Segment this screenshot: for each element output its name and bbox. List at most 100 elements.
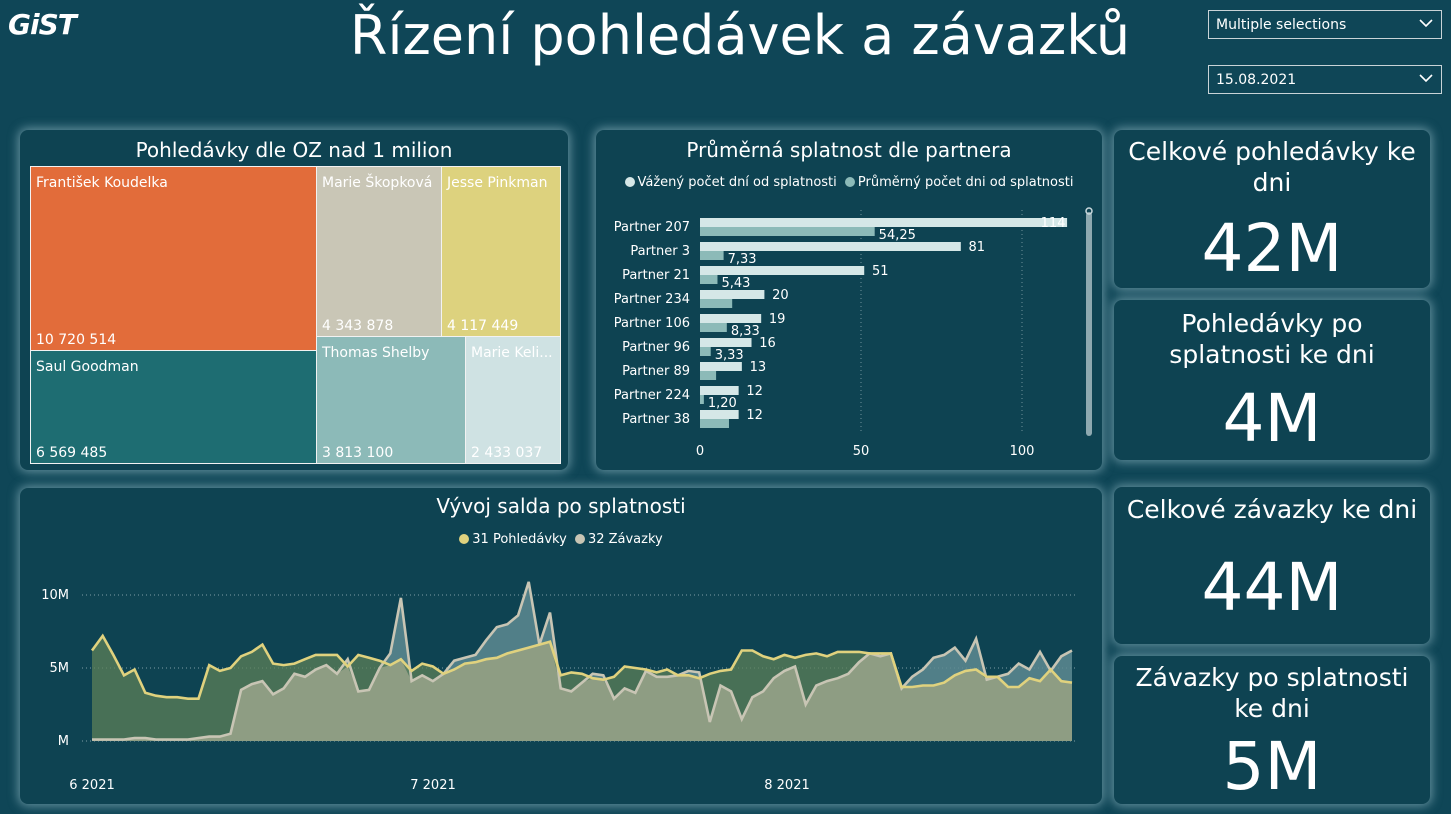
legend-item[interactable]: Průměrný počet dni od splatnosti: [844, 175, 1074, 190]
x-tick-label: 6 2021: [69, 778, 115, 793]
treemap-cell-value: 6 569 485: [36, 445, 108, 461]
bar-weighted: [700, 410, 739, 419]
bar-average: [700, 371, 717, 380]
treemap-card[interactable]: Pohledávky dle OZ nad 1 milion František…: [20, 130, 568, 470]
page-title: Řízení pohledávek a závazků: [349, 4, 1131, 67]
bar-average: [700, 275, 718, 284]
kpi-card-overdue-receivables[interactable]: Pohledávky po splatnosti ke dni 4M: [1114, 300, 1430, 460]
category-label: Partner 224: [614, 388, 690, 403]
kpi-card-overdue-payables[interactable]: Závazky po splatnosti ke dni 5M: [1114, 656, 1430, 805]
chevron-down-icon: [1419, 19, 1433, 28]
category-label: Partner 21: [622, 268, 690, 283]
bar-average: [700, 419, 729, 428]
scrollbar-top: [1085, 207, 1093, 215]
legend-label: 32 Závazky: [587, 532, 663, 547]
x-tick-label: 7 2021: [410, 778, 456, 793]
legend-item[interactable]: 32 Závazky: [574, 532, 663, 547]
legend-label: 31 Pohledávky: [472, 532, 567, 547]
data-label-average: 3,33: [715, 348, 744, 363]
data-label-weighted: 114: [1041, 216, 1066, 231]
bar-average: [700, 227, 875, 236]
bar-average: [700, 323, 727, 332]
treemap-cell-name: Marie Keli...: [471, 345, 553, 361]
bar-weighted: [700, 386, 739, 395]
area-overlap: [92, 641, 1072, 741]
data-label-average: 7,33: [728, 252, 757, 267]
partner-slicer-dropdown[interactable]: Multiple selections: [1208, 10, 1442, 39]
line-chart-legend: 31 Pohledávky 32 Závazky: [20, 532, 1102, 547]
treemap-cell[interactable]: Marie Keli... 2 433 037: [465, 336, 561, 464]
legend-dot: [844, 177, 855, 187]
kpi-value: 42M: [1201, 210, 1343, 287]
treemap-cell-name: František Koudelka: [36, 175, 168, 191]
treemap-cell[interactable]: Thomas Shelby 3 813 100: [316, 336, 466, 464]
bar-weighted: [700, 218, 1068, 227]
kpi-title: Celkové závazky ke dni: [1126, 495, 1418, 524]
bar-weighted: [700, 290, 765, 299]
x-tick-label: 8 2021: [764, 778, 810, 793]
y-tick-label: 5M: [50, 661, 70, 676]
data-label-weighted: 12: [746, 408, 763, 423]
kpi-card-total-receivables[interactable]: Celkové pohledávky ke dni 42M: [1114, 130, 1430, 288]
category-label: Partner 96: [622, 340, 690, 355]
line-pohledavky: [90, 633, 1073, 700]
bar-weighted: [700, 242, 961, 251]
legend-label: Vážený počet dní od splatnosti: [637, 175, 837, 190]
bar-average: [700, 395, 704, 404]
data-label-weighted: 12: [746, 384, 763, 399]
kpi-title: Pohledávky po splatnosti ke dni: [1169, 309, 1375, 369]
treemap-cell-name: Marie Škopková: [322, 175, 433, 191]
category-label: Partner 38: [622, 412, 690, 427]
treemap-cell[interactable]: Saul Goodman 6 569 485: [30, 350, 317, 464]
treemap-cell-value: 4 343 878: [322, 318, 394, 334]
legend-dot: [574, 534, 585, 544]
bar-chart-title: Průměrná splatnost dle partnera: [686, 138, 1012, 162]
legend-item[interactable]: 31 Pohledávky: [459, 532, 567, 547]
category-label: Partner 106: [614, 316, 690, 331]
line-chart-card[interactable]: Vývoj salda po splatnosti 31 Pohledávky …: [20, 488, 1102, 804]
treemap-cell[interactable]: Jesse Pinkman 4 117 449: [441, 166, 561, 337]
x-tick-label: 50: [853, 444, 870, 459]
x-tick-label: 0: [696, 444, 704, 459]
treemap-cell-name: Saul Goodman: [36, 359, 139, 375]
legend-dot: [459, 534, 470, 544]
category-label: Partner 3: [630, 244, 690, 259]
bar-weighted: [700, 314, 762, 323]
bar-average: [700, 347, 711, 356]
bar-chart-svg: 0 50 100 Partner 207 114 54,25 Partner 3 81 7,33…: [614, 207, 1093, 459]
bar-weighted: [700, 362, 742, 371]
data-label-weighted: 16: [759, 336, 776, 351]
category-label: Partner 234: [614, 292, 690, 307]
bar-average: [700, 251, 724, 260]
kpi-value: 4M: [1222, 380, 1322, 457]
kpi-value: 44M: [1201, 549, 1343, 626]
treemap-cell[interactable]: Marie Škopková 4 343 878: [316, 166, 442, 337]
line-zavazky: [92, 581, 1073, 741]
kpi-title: Celkové pohledávky ke dni: [1128, 137, 1416, 197]
x-tick-label: 100: [1010, 444, 1035, 459]
treemap-title: Pohledávky dle OZ nad 1 milion: [135, 138, 453, 162]
bar-chart-card[interactable]: Průměrná splatnost dle partnera Vážený p…: [596, 130, 1102, 470]
category-label: Partner 207: [614, 220, 690, 235]
kpi-title: Závazky po splatnosti ke dni: [1135, 663, 1409, 723]
legend-label: Průměrný počet dni od splatnosti: [857, 175, 1074, 190]
legend-item[interactable]: Vážený počet dní od splatnosti: [624, 175, 837, 190]
bar-weighted: [700, 266, 865, 275]
data-label-average: 5,43: [721, 276, 750, 291]
treemap-cell-value: 4 117 449: [447, 318, 519, 334]
kpi-card-total-payables[interactable]: Celkové závazky ke dni 44M: [1114, 487, 1430, 644]
legend-dot: [624, 177, 635, 187]
y-tick-label: 10M: [41, 588, 69, 603]
treemap-cell[interactable]: František Koudelka 10 720 514: [30, 166, 317, 351]
treemap-cell-value: 10 720 514: [36, 332, 117, 348]
chevron-down-icon: [1419, 74, 1433, 83]
date-selected-value: 15.08.2021: [1216, 72, 1297, 88]
bar-average: [700, 299, 733, 308]
date-slicer-dropdown[interactable]: 15.08.2021: [1208, 65, 1442, 94]
treemap-cell-name: Thomas Shelby: [322, 345, 430, 361]
kpi-value: 5M: [1222, 728, 1322, 805]
treemap-cell-value: 2 433 037: [471, 445, 543, 461]
treemap-cell-name: Jesse Pinkman: [447, 175, 548, 191]
data-label-weighted: 13: [750, 360, 767, 375]
category-label: Partner 89: [622, 364, 690, 379]
